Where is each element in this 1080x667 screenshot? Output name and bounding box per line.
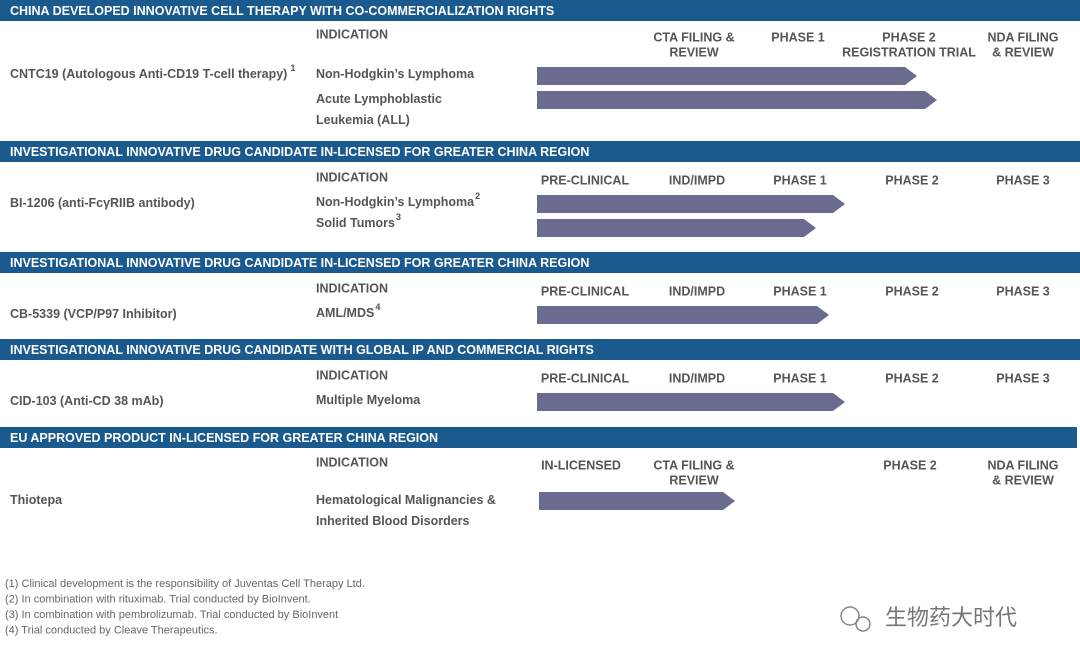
drug-name-text: BI-1206 (anti-FcγRIIB antibody): [10, 196, 195, 210]
section-header: INVESTIGATIONAL INNOVATIVE DRUG CANDIDAT…: [10, 343, 594, 357]
section-header-bar: [0, 427, 1077, 448]
column-label: INDICATION: [316, 281, 388, 295]
drug-name: Thiotepa: [10, 493, 63, 507]
section-header-bar: [0, 141, 1080, 162]
indication: Non-Hodgkin’s Lymphoma2: [316, 191, 480, 209]
stage-label: PHASE 3: [996, 284, 1050, 298]
stage-label: REVIEW: [669, 473, 719, 487]
stage-label: PHASE 3: [996, 173, 1050, 187]
column-label: INDICATION: [316, 455, 388, 469]
section-header: CHINA DEVELOPED INNOVATIVE CELL THERAPY …: [10, 4, 554, 18]
indication-text: Hematological Malignancies &: [316, 493, 496, 507]
drug-name-text: Thiotepa: [10, 493, 63, 507]
drug-name-text: CB-5339 (VCP/P97 Inhibitor): [10, 307, 177, 321]
stage-label: NDA FILING: [987, 30, 1058, 44]
stage-label: PHASE 1: [771, 30, 825, 44]
stage-label: REGISTRATION TRIAL: [842, 45, 976, 59]
stage-label: & REVIEW: [992, 473, 1054, 487]
section-header-bar: [0, 0, 1080, 21]
indication: AML/MDS4: [316, 302, 380, 320]
indication: Non-Hodgkin’s Lymphoma: [316, 67, 475, 81]
stage-label: PHASE 1: [773, 371, 827, 385]
indication: Acute Lymphoblastic: [316, 92, 442, 106]
footnote: (1) Clinical development is the responsi…: [5, 578, 365, 590]
drug-name: CB-5339 (VCP/P97 Inhibitor): [10, 307, 177, 321]
column-label: INDICATION: [316, 27, 388, 41]
indication-text: Non-Hodgkin’s Lymphoma: [316, 195, 475, 209]
section-header: INVESTIGATIONAL INNOVATIVE DRUG CANDIDAT…: [10, 256, 589, 270]
column-label: INDICATION: [316, 368, 388, 382]
drug-name-text: CNTC19 (Autologous Anti-CD19 T-cell ther…: [10, 67, 287, 81]
drug-name-text: CID-103 (Anti-CD 38 mAb): [10, 394, 164, 408]
column-label: INDICATION: [316, 170, 388, 184]
footnote-ref: 3: [396, 212, 401, 222]
footnote-ref: 2: [475, 191, 480, 201]
stage-label: PHASE 2: [882, 30, 936, 44]
stage-label: PRE-CLINICAL: [541, 371, 630, 385]
drug-name: BI-1206 (anti-FcγRIIB antibody): [10, 196, 195, 210]
watermark-icon: [840, 606, 860, 626]
stage-label: PHASE 2: [885, 173, 939, 187]
indication-text: Acute Lymphoblastic: [316, 92, 442, 106]
stage-label: REVIEW: [669, 45, 719, 59]
footnote: (3) In combination with pembrolizumab. T…: [5, 609, 338, 621]
indication-text: Solid Tumors: [316, 216, 395, 230]
stage-label: PHASE 2: [883, 458, 937, 472]
footnote-ref: 1: [290, 63, 295, 73]
indication: Multiple Myeloma: [316, 393, 421, 407]
stage-label: PHASE 2: [885, 284, 939, 298]
indication: Solid Tumors3: [316, 212, 401, 230]
stage-label: & REVIEW: [992, 45, 1054, 59]
stage-label: IND/IMPD: [669, 173, 725, 187]
indication-text: Inherited Blood Disorders: [316, 514, 470, 528]
drug-name: CNTC19 (Autologous Anti-CD19 T-cell ther…: [10, 63, 295, 81]
stage-label: PHASE 2: [885, 371, 939, 385]
progress-arrow: [539, 492, 735, 510]
section-header: INVESTIGATIONAL INNOVATIVE DRUG CANDIDAT…: [10, 145, 589, 159]
progress-arrow: [537, 67, 917, 85]
watermark: 生物药大时代: [885, 606, 1017, 631]
watermark-icon: [855, 616, 871, 632]
footnote-ref: 4: [375, 302, 380, 312]
stage-label: PHASE 1: [773, 173, 827, 187]
indication-text: Leukemia (ALL): [316, 113, 410, 127]
progress-arrow: [537, 195, 845, 213]
section-header-bar: [0, 339, 1080, 360]
indication: Leukemia (ALL): [316, 113, 410, 127]
stage-label: CTA FILING &: [653, 458, 734, 472]
stage-label: PHASE 1: [773, 284, 827, 298]
section-header-bar: [0, 252, 1080, 273]
stage-label: NDA FILING: [987, 458, 1058, 472]
indication-text: Non-Hodgkin’s Lymphoma: [316, 67, 475, 81]
stage-label: CTA FILING &: [653, 30, 734, 44]
footnote: (4) Trial conducted by Cleave Therapeuti…: [5, 624, 218, 636]
progress-arrow: [537, 91, 937, 109]
indication: Hematological Malignancies &: [316, 493, 496, 507]
stage-label: IND/IMPD: [669, 371, 725, 385]
indication-text: AML/MDS: [316, 306, 374, 320]
stage-label: IND/IMPD: [669, 284, 725, 298]
stage-label: PRE-CLINICAL: [541, 173, 630, 187]
indication: Inherited Blood Disorders: [316, 514, 470, 528]
indication-text: Multiple Myeloma: [316, 393, 421, 407]
stage-label: PHASE 3: [996, 371, 1050, 385]
progress-arrow: [537, 393, 845, 411]
progress-arrow: [537, 306, 829, 324]
footnote: (2) In combination with rituximab. Trial…: [5, 593, 311, 605]
progress-arrow: [537, 219, 816, 237]
stage-label: PRE-CLINICAL: [541, 284, 630, 298]
stage-label: IN-LICENSED: [541, 458, 621, 472]
section-header: EU APPROVED PRODUCT IN-LICENSED FOR GREA…: [10, 431, 438, 445]
drug-name: CID-103 (Anti-CD 38 mAb): [10, 394, 164, 408]
